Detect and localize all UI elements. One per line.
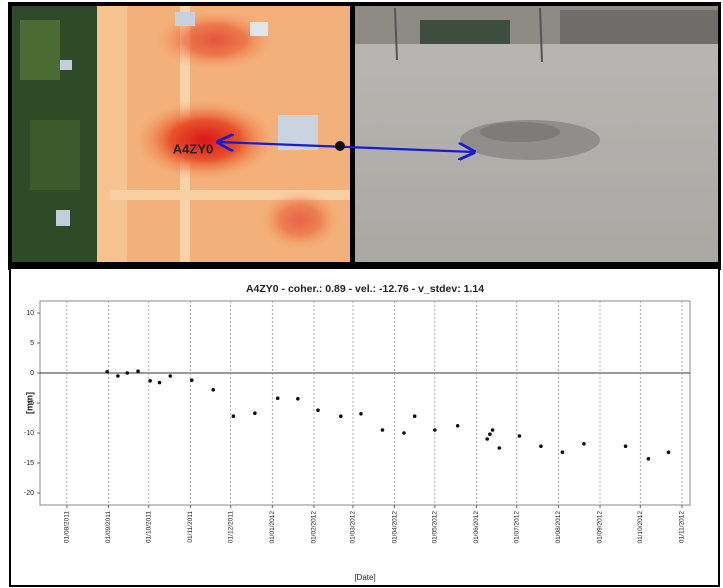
x-tick-label: 01/08/2011 <box>64 511 71 543</box>
point <box>380 428 385 432</box>
x-tick-label: 01/06/2012 <box>473 511 480 544</box>
y-tick-label: 10 <box>26 310 34 317</box>
map-label: A4ZY0 <box>173 141 213 156</box>
x-tick-label: 01/04/2012 <box>391 511 398 544</box>
x-tick-label: 01/01/2012 <box>269 511 276 544</box>
chart-title: A4ZY0 - coher.: 0.89 - vel.: -12.76 - v_… <box>246 283 484 295</box>
point <box>253 411 257 416</box>
x-tick-label: 01/05/2012 <box>432 511 439 544</box>
point <box>485 437 490 441</box>
x-tick-label: 01/10/2011 <box>145 511 152 543</box>
point <box>231 414 236 419</box>
point <box>157 380 162 385</box>
point <box>490 428 495 432</box>
point <box>402 431 406 435</box>
y-tick-label: -5 <box>28 400 34 407</box>
x-tick-label: 01/03/2012 <box>350 511 357 544</box>
y-axis-label: [mm] <box>24 392 34 414</box>
link-arrow <box>218 142 474 152</box>
point <box>582 442 586 446</box>
x-tick-label: 01/02/2012 <box>311 511 318 544</box>
point <box>539 444 543 449</box>
point <box>168 374 173 378</box>
point <box>623 444 628 449</box>
x-tick-label: 01/11/2012 <box>679 511 686 543</box>
y-tick-label: -15 <box>24 460 34 467</box>
y-tick-label: -20 <box>24 490 34 497</box>
arrow-dot <box>335 141 345 151</box>
chart-panel <box>9 267 720 587</box>
x-axis-label: [Date] <box>354 573 375 582</box>
point <box>455 424 460 428</box>
y-tick-label: 5 <box>30 340 34 347</box>
point <box>116 374 120 378</box>
point <box>275 396 280 401</box>
y-tick-label: 0 <box>30 370 34 377</box>
point <box>105 370 109 374</box>
x-tick-label: 01/07/2012 <box>513 511 520 544</box>
point <box>211 388 216 392</box>
point <box>296 397 300 401</box>
x-tick-label: 01/09/2012 <box>597 511 604 544</box>
point <box>517 434 522 438</box>
point <box>316 408 320 413</box>
y-tick-label: -10 <box>24 430 34 437</box>
point <box>148 379 152 383</box>
point <box>497 446 502 450</box>
point <box>560 450 565 455</box>
x-tick-label: 01/09/2011 <box>105 511 112 543</box>
point <box>339 414 343 419</box>
point <box>359 412 363 416</box>
point <box>433 428 437 432</box>
x-tick-label: 01/11/2011 <box>187 511 194 543</box>
x-tick-label: 01/10/2012 <box>637 511 644 544</box>
x-tick-label: 01/08/2012 <box>555 511 562 544</box>
point <box>666 450 671 455</box>
point <box>488 432 492 437</box>
point <box>189 378 194 383</box>
point <box>646 457 651 461</box>
point <box>412 414 417 419</box>
x-tick-label: 01/12/2011 <box>227 511 234 543</box>
map-image: A4ZY0 <box>12 6 350 262</box>
point <box>125 371 130 375</box>
point <box>136 369 140 374</box>
photo-image <box>355 6 718 262</box>
